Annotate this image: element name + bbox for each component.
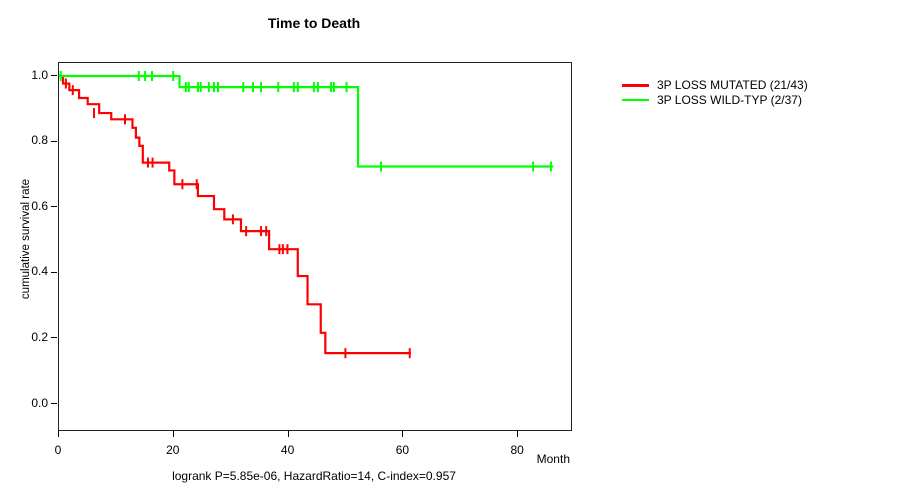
legend-item-mutated: 3P LOSS MUTATED (21/43): [622, 78, 808, 93]
chart-title: Time to Death: [267, 15, 361, 31]
survival-curve-0: [59, 74, 411, 355]
y-axis-tick-label: 0.0: [31, 395, 48, 410]
x-axis-tick: [402, 430, 404, 437]
x-axis-tick: [517, 430, 519, 437]
x-axis-tick: [58, 430, 59, 437]
x-axis-tick-label: 20: [166, 443, 180, 457]
y-axis-tick: [51, 337, 57, 339]
y-axis-title: cumulative survival rate: [20, 178, 32, 300]
y-axis-tick-label: 0.4: [31, 264, 48, 279]
survival-curve-1: [59, 74, 554, 168]
y-axis-tick-label: 0.2: [31, 329, 48, 344]
legend: 3P LOSS MUTATED (21/43) 3P LOSS WILD-TYP…: [622, 78, 808, 107]
y-axis-tick-label: 1.0: [31, 67, 48, 82]
plot-area: [58, 62, 572, 431]
x-axis-tick-label: 80: [510, 443, 524, 457]
legend-line-sample-green: [622, 98, 649, 101]
y-axis-tick: [51, 206, 57, 208]
legend-line-sample-red: [622, 84, 649, 87]
x-axis-tick-label: 0: [54, 443, 62, 457]
legend-label-wildtype: 3P LOSS WILD-TYP (2/37): [657, 92, 802, 107]
y-axis-tick: [51, 403, 57, 404]
survival-curves-svg: [59, 71, 554, 359]
x-axis-tick-label: 40: [280, 443, 295, 457]
x-axis-tick-label: 60: [395, 443, 410, 457]
stats-caption: logrank P=5.85e-06, HazardRatio=14, C-in…: [172, 469, 456, 483]
x-axis-tick: [172, 430, 174, 437]
x-axis-tick: [287, 430, 289, 437]
y-axis-tick: [51, 271, 57, 273]
y-axis-tick-label: 0.6: [31, 198, 48, 213]
legend-label-mutated: 3P LOSS MUTATED (21/43): [657, 78, 808, 93]
y-axis-tick: [51, 75, 57, 76]
x-axis-title: Month: [536, 452, 570, 466]
y-axis-tick: [51, 140, 57, 142]
legend-item-wildtype: 3P LOSS WILD-TYP (2/37): [622, 93, 808, 108]
y-axis-tick-label: 0.8: [31, 133, 48, 148]
